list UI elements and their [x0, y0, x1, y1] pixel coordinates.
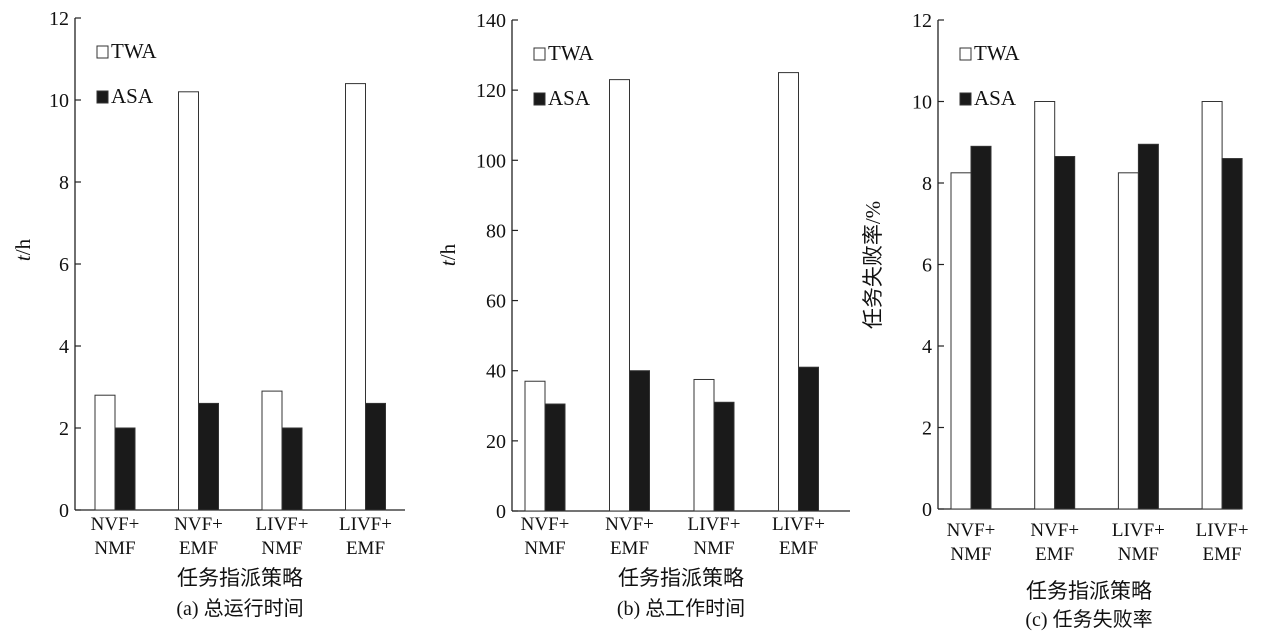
bar-twa: [778, 72, 799, 512]
y-tick-label: 12: [912, 10, 932, 32]
bar-twa: [693, 378, 715, 512]
bar-twa: [94, 394, 116, 511]
y-tick-label: 4: [59, 336, 69, 358]
y-tick-label: 6: [59, 254, 69, 276]
y-tick-label: 6: [922, 255, 932, 277]
x-tick-label: NMF: [950, 544, 991, 565]
x-tick-label: EMF: [779, 538, 818, 559]
x-axis-label: 任务指派策略: [177, 566, 303, 590]
x-tick-label: LIVF+: [1112, 520, 1165, 541]
bar-asa: [281, 427, 303, 511]
x-axis-label: 任务指派策略: [618, 566, 744, 590]
bar-twa: [345, 83, 366, 511]
bar-twa: [1201, 101, 1223, 510]
y-axis-label: t/h: [11, 238, 35, 261]
chart-panel-3: 0 2 4 6 8 10 12 NVF+ NMF NVF+ EMF LIVF+ NMF LIVF+ EMF T…: [861, 10, 1249, 631]
bar-twa: [1034, 101, 1056, 510]
x-tick-label: NMF: [261, 538, 302, 559]
y-tick-label: 4: [922, 336, 932, 358]
y-tick-label: 0: [922, 499, 932, 521]
y-tick-label: 120: [476, 80, 506, 102]
x-tick-label: NVF+: [1030, 520, 1079, 541]
x-tick-label: LIVF+: [1196, 520, 1249, 541]
legend-swatch-asa: [959, 92, 972, 106]
y-tick-label: 60: [486, 291, 506, 313]
x-tick-label: NMF: [524, 538, 565, 559]
y-tick-label: 10: [49, 90, 69, 112]
y-tick-label: 2: [59, 418, 69, 440]
legend-swatch-twa: [533, 47, 546, 61]
bar-twa: [261, 390, 283, 511]
x-tick-label: NVF+: [605, 514, 654, 535]
legend-label-twa: TWA: [974, 41, 1020, 65]
x-tick-label: EMF: [1035, 544, 1074, 565]
bar-asa: [114, 427, 136, 511]
y-axis-label: 任务失败率/%: [861, 201, 885, 329]
bar-asa: [198, 402, 219, 511]
bar-twa: [950, 172, 972, 510]
x-tick-label: EMF: [346, 538, 385, 559]
y-axis-label: t/h: [436, 243, 460, 266]
legend-label-asa: ASA: [548, 86, 591, 110]
y-tick-label: 10: [912, 92, 932, 114]
legend-swatch-twa: [959, 47, 972, 61]
bar-asa: [1221, 158, 1243, 510]
bar-asa: [544, 403, 566, 512]
y-tick-label: 20: [486, 431, 506, 453]
bar-asa: [1054, 156, 1076, 510]
x-tick-label: EMF: [179, 538, 218, 559]
y-tick-label: 0: [59, 500, 69, 522]
x-tick-label: LIVF+: [256, 514, 309, 535]
y-tick-label: 8: [922, 173, 932, 195]
legend-label-twa: TWA: [548, 41, 594, 65]
bar-asa: [629, 370, 650, 512]
x-axis-label: 任务指派策略: [1026, 579, 1152, 603]
x-tick-label: NVF+: [91, 514, 140, 535]
x-tick-label: NMF: [1118, 544, 1159, 565]
x-tick-label: NVF+: [947, 520, 996, 541]
x-tick-label: EMF: [1203, 544, 1242, 565]
bar-twa: [1117, 172, 1139, 510]
x-tick-label: LIVF+: [688, 514, 741, 535]
bar-twa: [524, 380, 546, 512]
chart-caption: (c) 任务失败率: [1025, 608, 1152, 631]
bar-twa: [609, 79, 630, 512]
y-tick-label: 12: [49, 8, 69, 30]
x-tick-label: NMF: [94, 538, 135, 559]
legend-swatch-twa: [96, 45, 109, 59]
y-tick-label: 8: [59, 172, 69, 194]
x-tick-label: NVF+: [174, 514, 223, 535]
y-tick-label: 40: [486, 361, 506, 383]
bar-asa: [798, 366, 819, 512]
legend-label-asa: ASA: [111, 84, 154, 108]
bar-asa: [970, 145, 992, 510]
bar-asa: [1137, 143, 1159, 510]
chart-caption: (b) 总工作时间: [617, 597, 745, 620]
y-tick-label: 80: [486, 220, 506, 242]
legend-swatch-asa: [96, 90, 109, 104]
y-tick-label: 100: [476, 150, 506, 172]
chart-caption: (a) 总运行时间: [176, 597, 303, 620]
y-tick-label: 0: [496, 501, 506, 523]
y-tick-label: 140: [476, 10, 506, 32]
chart-panel-1: 0 2 4 6 8 10 12 NVF+ NMF NVF+ EMF LIVF+ NMF LIVF+ EMF T…: [11, 8, 405, 620]
y-tick-label: 2: [922, 418, 932, 440]
x-tick-label: LIVF+: [772, 514, 825, 535]
legend-label-twa: TWA: [111, 39, 157, 63]
x-tick-label: LIVF+: [339, 514, 392, 535]
legend-label-asa: ASA: [974, 86, 1017, 110]
x-tick-label: NVF+: [521, 514, 570, 535]
legend-swatch-asa: [533, 92, 546, 106]
bar-asa: [365, 402, 386, 511]
bar-twa: [178, 91, 199, 511]
chart-panel-2: 0 20 40 60 80 100 120 140 NVF+ NMF NVF+ EMF LIVF+ NMF…: [436, 10, 850, 620]
bar-asa: [713, 401, 735, 512]
x-tick-label: EMF: [610, 538, 649, 559]
x-tick-label: NMF: [693, 538, 734, 559]
